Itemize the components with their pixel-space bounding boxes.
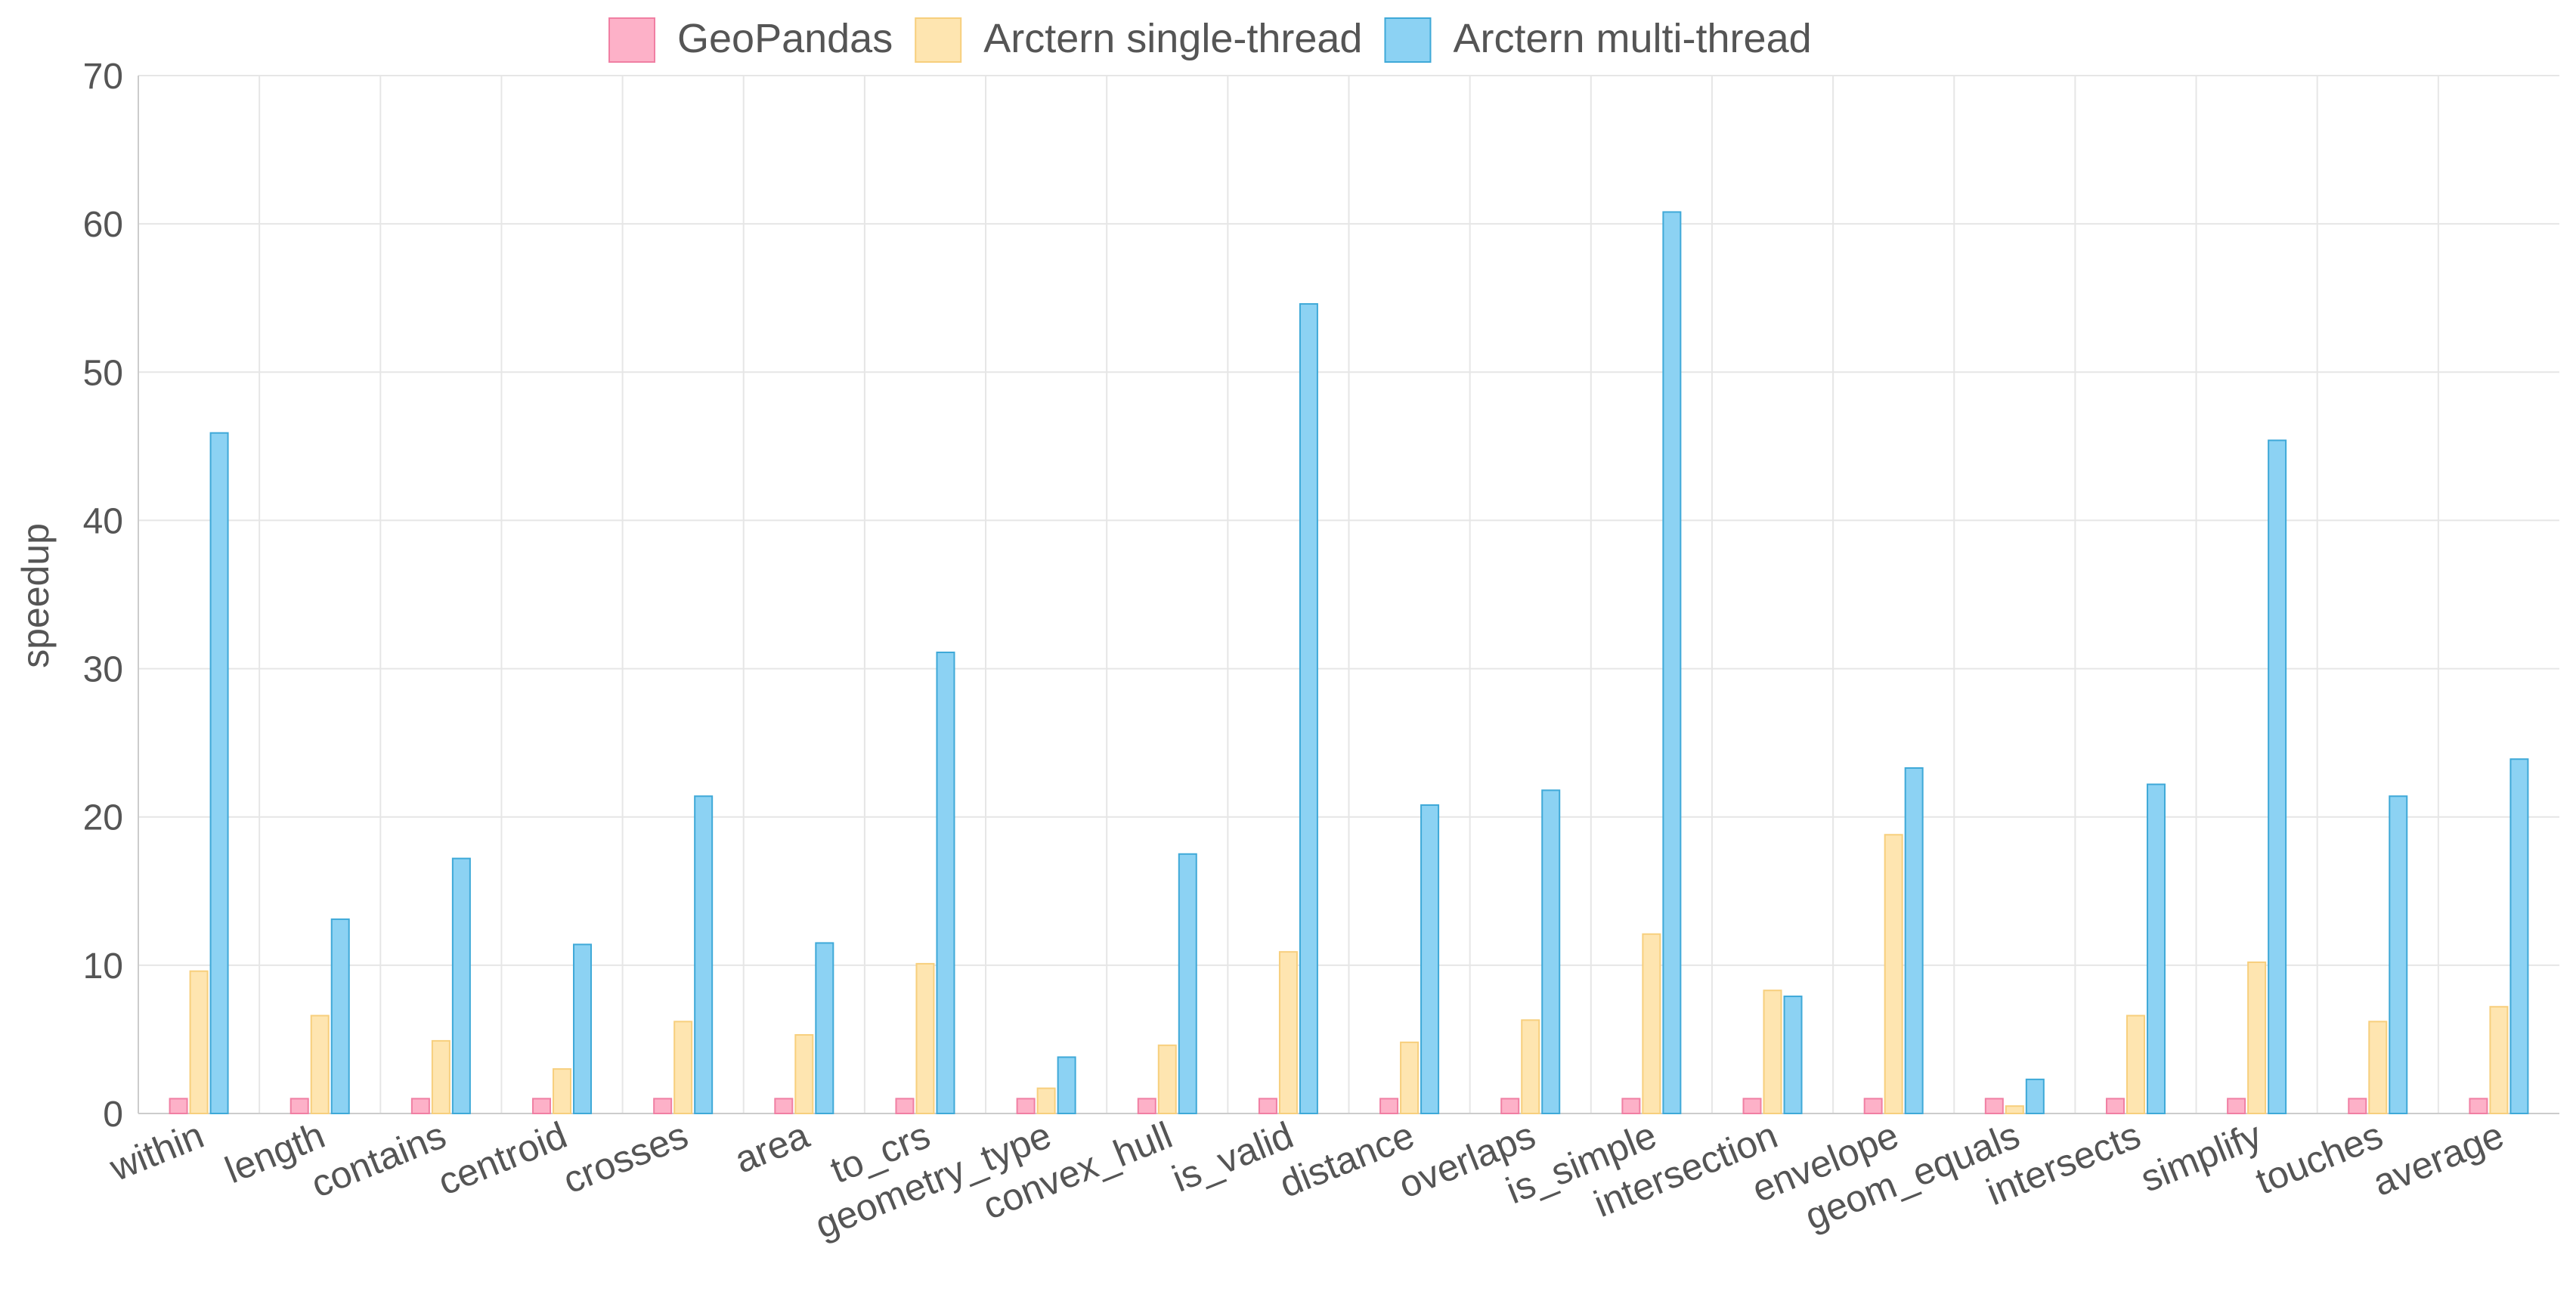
bar-touches-series-2	[2389, 795, 2408, 1114]
bar-geom-equals-series-1	[2005, 1105, 2024, 1115]
grid-lines	[138, 75, 2559, 1113]
bar-intersection-series-2	[1783, 996, 1803, 1114]
y-axis-label: speedup	[14, 523, 57, 668]
bar-geometry-type-series-0	[1016, 1098, 1036, 1115]
x-tick-label: average	[2367, 1113, 2510, 1204]
bar-contains-series-1	[431, 1039, 450, 1115]
bar-intersects-series-2	[2146, 783, 2166, 1114]
bar-area-series-0	[774, 1098, 794, 1115]
legend-label-series-2: Arctern multi-thread	[1453, 16, 1811, 61]
bar-convex-hull-series-0	[1137, 1098, 1156, 1115]
bar-is-valid-series-2	[1299, 303, 1318, 1114]
bar-length-series-2	[330, 918, 350, 1114]
legend-label-series-1: Arctern single-thread	[983, 16, 1362, 61]
bar-contains-series-2	[451, 857, 471, 1114]
bar-overlaps-series-1	[1521, 1019, 1540, 1115]
bar-average-series-1	[2489, 1005, 2509, 1114]
bar-geom-equals-series-0	[1984, 1098, 2004, 1115]
x-tick-label: is_valid	[1166, 1113, 1299, 1200]
bar-average-series-2	[2509, 758, 2529, 1114]
bar-touches-series-0	[2348, 1098, 2367, 1115]
bar-intersection-series-1	[1763, 990, 1782, 1114]
y-tick-label: 60	[83, 205, 123, 245]
legend-swatch-series-0	[608, 17, 655, 63]
bar-distance-series-1	[1400, 1041, 1420, 1115]
x-tick-label: area	[729, 1113, 815, 1181]
bar-overlaps-series-2	[1541, 789, 1561, 1114]
bar-contains-series-0	[410, 1098, 430, 1115]
bar-is-simple-series-1	[1642, 933, 1661, 1114]
bar-simplify-series-2	[2268, 439, 2287, 1114]
bar-intersects-series-0	[2105, 1098, 2125, 1115]
x-tick-label: centroid	[432, 1113, 573, 1203]
bar-crosses-series-0	[653, 1098, 673, 1115]
x-tick-label: crosses	[557, 1113, 694, 1201]
legend: GeoPandas Arctern single-thread Arctern mu…	[608, 16, 1812, 63]
x-tick-label: simplify	[2135, 1113, 2268, 1200]
bar-overlaps-series-0	[1500, 1098, 1520, 1115]
y-tick-label: 50	[83, 353, 123, 393]
bar-within-series-1	[189, 970, 209, 1115]
bar-centroid-series-2	[573, 943, 593, 1114]
legend-swatch-series-1	[915, 17, 962, 63]
y-tick-label: 10	[83, 946, 123, 986]
bar-convex-hull-series-2	[1178, 853, 1197, 1114]
bar-envelope-series-1	[1884, 834, 1903, 1115]
bar-average-series-0	[2469, 1098, 2488, 1115]
bar-within-series-2	[209, 432, 229, 1114]
bar-geometry-type-series-1	[1036, 1087, 1056, 1115]
legend-label-series-0: GeoPandas	[677, 16, 893, 61]
bar-simplify-series-0	[2227, 1098, 2246, 1115]
bar-to-crs-series-1	[915, 962, 935, 1115]
bar-convex-hull-series-1	[1157, 1044, 1177, 1115]
x-tick-label: touches	[2250, 1113, 2389, 1203]
bar-crosses-series-2	[694, 795, 714, 1114]
y-tick-label: 70	[83, 57, 123, 97]
bar-envelope-series-2	[1904, 767, 1924, 1114]
bar-centroid-series-0	[532, 1098, 552, 1115]
bar-to-crs-series-2	[936, 651, 955, 1114]
bar-within-series-0	[169, 1098, 188, 1115]
y-tick-label: 20	[83, 798, 123, 838]
bar-is-valid-series-1	[1278, 951, 1298, 1115]
bar-distance-series-2	[1420, 804, 1440, 1114]
bar-geometry-type-series-2	[1057, 1056, 1076, 1114]
bar-area-series-2	[815, 942, 834, 1114]
bar-touches-series-1	[2368, 1021, 2388, 1115]
bar-envelope-series-0	[1863, 1098, 1883, 1115]
y-tick-labels: 0 10 20 30 40 50 60 70	[83, 57, 123, 1135]
legend-swatch-series-2	[1384, 17, 1432, 63]
bar-centroid-series-1	[553, 1068, 572, 1114]
bar-is-simple-series-2	[1662, 211, 1682, 1114]
x-tick-label: distance	[1274, 1113, 1420, 1206]
bar-length-series-0	[289, 1098, 309, 1115]
bar-to-crs-series-0	[895, 1098, 915, 1115]
bar-is-valid-series-0	[1258, 1098, 1277, 1115]
y-tick-label: 30	[83, 650, 123, 690]
bar-simplify-series-1	[2247, 961, 2267, 1115]
bar-intersection-series-0	[1742, 1098, 1762, 1115]
bar-intersects-series-1	[2126, 1014, 2145, 1114]
bar-area-series-1	[794, 1034, 814, 1115]
bar-length-series-1	[310, 1014, 330, 1114]
bar-distance-series-0	[1379, 1098, 1399, 1115]
bar-crosses-series-1	[673, 1021, 693, 1115]
bars	[169, 211, 2529, 1115]
bar-is-simple-series-0	[1621, 1098, 1641, 1115]
y-tick-label: 40	[83, 501, 123, 541]
y-tick-label: 0	[103, 1095, 123, 1135]
bar-geom-equals-series-2	[2025, 1078, 2045, 1114]
x-tick-label: contains	[305, 1113, 452, 1206]
